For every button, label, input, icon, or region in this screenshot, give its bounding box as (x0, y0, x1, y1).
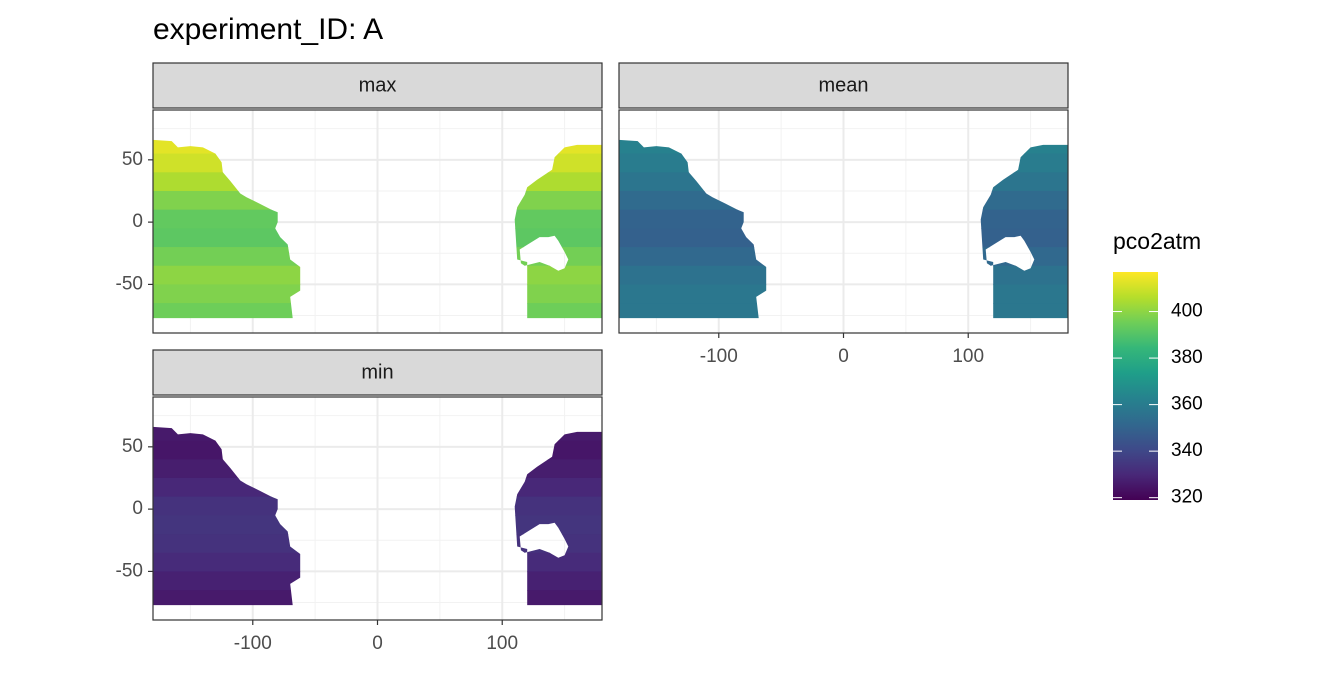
y-tick-label: 50 (122, 149, 143, 170)
y-tick-label: 0 (132, 498, 143, 519)
x-tick-label: 100 (486, 633, 518, 654)
x-tick-label: 100 (952, 346, 984, 367)
x-tick-label: -100 (234, 633, 272, 654)
strip (618, 62, 1069, 109)
strip-label: max (359, 74, 397, 96)
colorbar-label: 320 (1171, 487, 1203, 508)
colorbar-label: 340 (1171, 440, 1203, 461)
y-tick-label: -50 (116, 560, 143, 581)
strip (152, 349, 603, 396)
strip-label: mean (818, 74, 868, 96)
strip-label: min (361, 361, 393, 383)
panel-border (152, 109, 603, 334)
x-tick-label: -100 (700, 346, 738, 367)
colorbar (1113, 272, 1158, 500)
colorbar-label: 400 (1171, 301, 1203, 322)
colorbar-label: 360 (1171, 394, 1203, 415)
x-tick-label: 0 (838, 346, 849, 367)
chart-title: experiment_ID: A (153, 13, 383, 46)
legend-title: pco2atm (1113, 228, 1201, 254)
colorbar-label: 380 (1171, 347, 1203, 368)
y-tick-label: 0 (132, 211, 143, 232)
x-tick-label: 0 (372, 633, 383, 654)
y-tick-label: -50 (116, 273, 143, 294)
y-tick-label: 50 (122, 436, 143, 457)
strip (152, 62, 603, 109)
